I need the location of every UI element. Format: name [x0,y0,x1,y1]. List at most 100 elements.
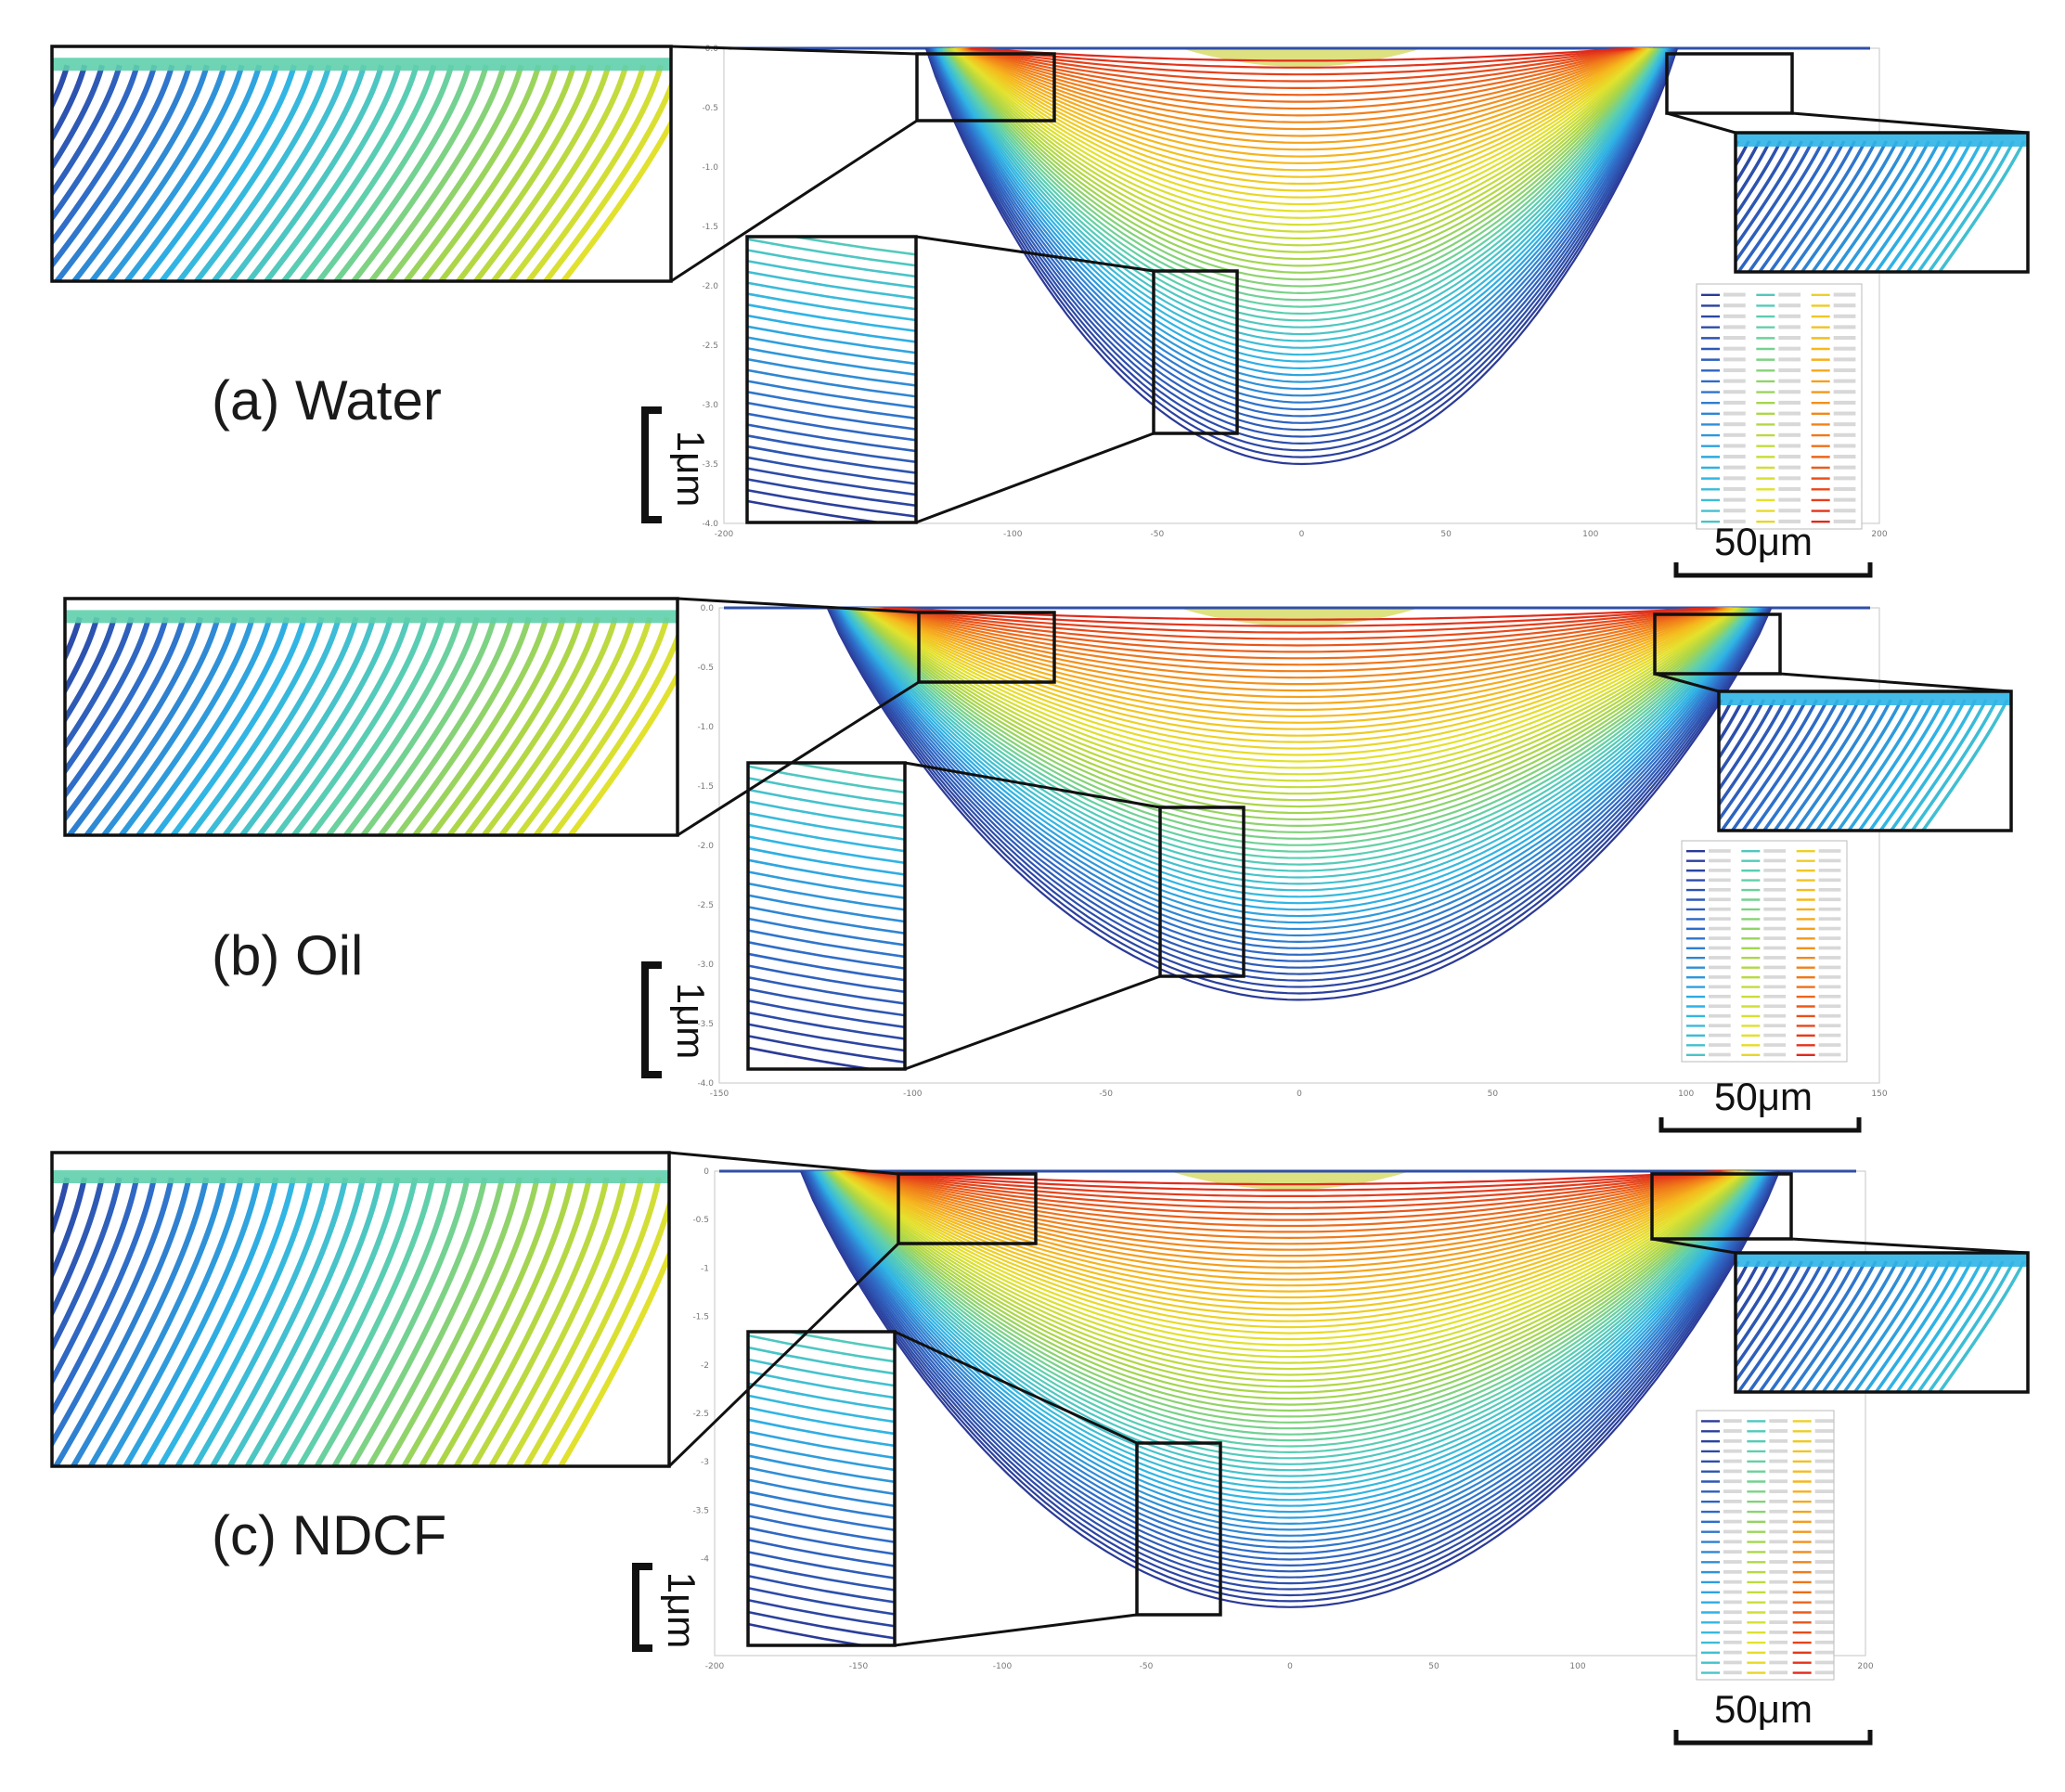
legend-entry [1769,1500,1788,1503]
zoomed-profile [1905,140,1994,272]
profile-line [876,606,1723,673]
profile-line [949,47,1655,253]
legend-entry [1814,1640,1834,1644]
horizontal-scale-label: 50μm [1714,520,1813,563]
profile-line [949,47,1654,247]
legend-entry [1814,1660,1834,1665]
legend-entry [1769,1631,1788,1634]
y-tick-label: -0.5 [702,104,718,113]
zoomed-profile [747,292,916,322]
vertical-scale-label: 1μm [660,1572,703,1649]
profile-line [841,1170,1739,1311]
legend-entry [1778,357,1801,362]
zoomed-profile [748,1502,895,1531]
legend-entry [1709,975,1731,979]
profile-curves [724,606,1870,1001]
legend-entry [1723,465,1746,470]
profile-line [934,47,1670,383]
profile-line [801,1170,1779,1597]
legend-entry [1833,422,1856,427]
zoomed-profile [400,1177,540,1466]
profile-line [964,46,1639,117]
zoom-connector [670,119,918,283]
zoom-connector [894,1613,1138,1647]
profile-line [847,607,1751,859]
legend-entry [1833,455,1856,459]
x-tick-label: 100 [1678,1089,1694,1099]
zoomed-profile [1736,140,1814,264]
zoom-connector [1779,672,2012,693]
zoomed-profile [192,64,332,281]
panel-3: -200-150-100-500501001502000-0.5-1-1.5-2… [50,1151,2030,1746]
zoomed-profile [463,616,601,835]
zoomed-profile [52,64,105,172]
legend-entry [1723,455,1746,459]
x-tick-label: 50 [1488,1089,1499,1099]
legend-entry [1778,422,1801,427]
legend-entry [1778,476,1801,481]
profile-line [942,47,1661,308]
y-tick-label: -3.5 [702,460,718,470]
x-tick-label: -50 [1099,1089,1113,1099]
zoomed-profile [747,467,916,496]
zoomed-profile [1736,140,1783,219]
zoomed-profile [748,1358,895,1387]
zoomed-profile [1814,699,1904,831]
zoomed-profile [278,1177,419,1466]
zoomed-profile [65,616,152,776]
legend-entry [1778,390,1801,394]
zoomed-profile [104,1177,244,1466]
y-tick-label: 0.0 [705,45,719,54]
profile-line [859,1169,1721,1186]
zoomed-profile [480,616,618,835]
profile-line [846,607,1752,866]
zoomed-profile [747,303,916,332]
profile-line [832,607,1766,956]
legend-entry [1709,1033,1731,1038]
profile-line [942,47,1661,316]
legend-entry [1814,1579,1834,1584]
legend-entry [1723,1600,1742,1605]
profile-line [951,47,1652,226]
legend-entry [1818,917,1841,921]
profile-line [877,606,1722,666]
legend-entry [1778,519,1801,523]
zoomed-profile [1788,1260,1878,1392]
profile-line [825,1170,1755,1424]
horizontal-scale-bar [1673,1730,1873,1746]
profile-line [828,1170,1752,1406]
zoomed-profile [1736,1260,1750,1289]
zoom-connector [1651,1237,1736,1255]
profile-line [854,607,1745,815]
legend-entry [1833,497,1856,502]
zoomed-profile [748,800,905,830]
zoomed-profile [748,1490,895,1520]
zoomed-profile [348,1177,488,1466]
profile-line [845,607,1754,879]
zoomed-profile [437,64,576,281]
legend-entry [1723,325,1746,329]
zoomed-profile [71,64,210,281]
zoomed-profile [748,964,905,994]
profile-line [820,1170,1760,1460]
legend-entry [1814,1540,1834,1544]
legend-entry [1709,946,1731,950]
panel-2: -150 -100 -50 0 50 100 150 0.0 -0.5 -1.0 -1.5 -2.0 -… [63,597,2013,1133]
zoomed-profile [226,1177,367,1466]
profile-line [851,1169,1729,1240]
legend-entry [1769,1550,1788,1554]
profile-line [844,607,1755,885]
legend-entry [1763,946,1787,950]
x-tick-label: 150 [1871,1089,1887,1099]
zoomed-profile [332,64,472,281]
zoomed-profile [1821,140,1909,272]
profile-line [802,1170,1778,1591]
legend-entry [1778,432,1801,437]
profile-line [805,1170,1775,1573]
zoomed-profile [470,1177,610,1466]
x-tick-label: 100 [1569,1662,1585,1671]
legend-entry [1833,390,1856,394]
zoomed-profile [1772,699,1861,831]
zoom-inset-middle [745,235,918,524]
zoomed-profile [280,64,419,281]
